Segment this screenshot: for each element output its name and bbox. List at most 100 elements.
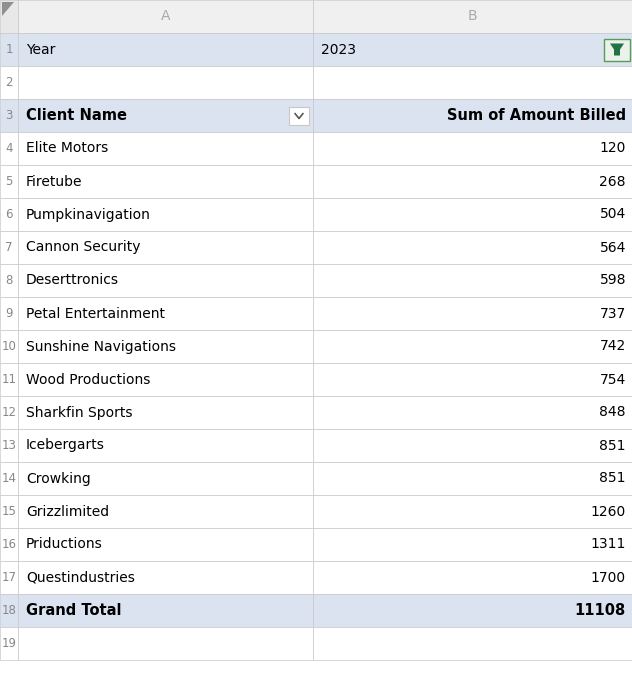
Bar xyxy=(0,99,18,132)
Bar xyxy=(18,33,313,66)
Bar xyxy=(313,396,632,429)
Text: 1: 1 xyxy=(5,43,13,56)
Bar xyxy=(0,363,18,396)
Bar xyxy=(313,231,632,264)
Text: 15: 15 xyxy=(1,505,16,518)
Text: Elite Motors: Elite Motors xyxy=(26,141,108,155)
Bar xyxy=(0,33,18,66)
Bar xyxy=(313,165,632,198)
Text: 8: 8 xyxy=(5,274,13,287)
Bar xyxy=(0,528,18,561)
Bar xyxy=(18,495,313,528)
Bar xyxy=(313,561,632,594)
Text: 1311: 1311 xyxy=(591,537,626,552)
Bar xyxy=(0,264,18,297)
Text: Icebergarts: Icebergarts xyxy=(26,439,105,452)
Bar xyxy=(18,330,313,363)
Text: Grizzlimited: Grizzlimited xyxy=(26,504,109,518)
Bar xyxy=(604,39,630,60)
Text: A: A xyxy=(161,9,170,24)
Text: 848: 848 xyxy=(600,406,626,420)
Bar xyxy=(0,627,18,660)
Text: 564: 564 xyxy=(600,241,626,254)
Text: 598: 598 xyxy=(600,274,626,287)
Text: Questindustries: Questindustries xyxy=(26,571,135,585)
Bar xyxy=(0,330,18,363)
Bar xyxy=(18,66,313,99)
Bar xyxy=(18,0,313,33)
Text: 120: 120 xyxy=(600,141,626,155)
Bar xyxy=(0,297,18,330)
Bar xyxy=(18,528,313,561)
Bar xyxy=(0,132,18,165)
Bar xyxy=(0,429,18,462)
Text: 4: 4 xyxy=(5,142,13,155)
Text: Deserttronics: Deserttronics xyxy=(26,274,119,287)
Bar xyxy=(313,594,632,627)
Bar xyxy=(0,462,18,495)
Bar xyxy=(313,330,632,363)
Bar xyxy=(18,462,313,495)
Text: 16: 16 xyxy=(1,538,16,551)
Text: 13: 13 xyxy=(1,439,16,452)
Bar xyxy=(313,429,632,462)
Text: 754: 754 xyxy=(600,372,626,387)
Text: 9: 9 xyxy=(5,307,13,320)
Text: 6: 6 xyxy=(5,208,13,221)
Bar xyxy=(18,429,313,462)
Bar xyxy=(0,495,18,528)
Text: 11108: 11108 xyxy=(574,603,626,618)
Text: 19: 19 xyxy=(1,637,16,650)
Bar xyxy=(313,99,632,132)
Bar xyxy=(18,264,313,297)
Bar xyxy=(313,264,632,297)
Text: 11: 11 xyxy=(1,373,16,386)
Bar xyxy=(313,627,632,660)
Bar xyxy=(313,33,632,66)
Text: Grand Total: Grand Total xyxy=(26,603,121,618)
Bar xyxy=(18,396,313,429)
Text: Sharkfin Sports: Sharkfin Sports xyxy=(26,406,133,420)
Bar xyxy=(0,0,18,33)
Bar xyxy=(18,165,313,198)
Bar xyxy=(0,66,18,99)
Text: Pumpkinavigation: Pumpkinavigation xyxy=(26,208,151,222)
Bar xyxy=(313,0,632,33)
Bar xyxy=(18,594,313,627)
Text: 737: 737 xyxy=(600,306,626,320)
Text: Crowking: Crowking xyxy=(26,471,91,485)
Text: 504: 504 xyxy=(600,208,626,222)
Bar xyxy=(313,297,632,330)
Text: 2023: 2023 xyxy=(321,43,356,57)
Text: 1260: 1260 xyxy=(591,504,626,518)
Text: Sunshine Navigations: Sunshine Navigations xyxy=(26,339,176,354)
Polygon shape xyxy=(610,43,624,55)
Bar xyxy=(313,363,632,396)
Bar xyxy=(18,561,313,594)
Bar xyxy=(18,297,313,330)
Bar xyxy=(0,198,18,231)
Bar xyxy=(18,231,313,264)
Text: 14: 14 xyxy=(1,472,16,485)
Text: 268: 268 xyxy=(600,174,626,189)
Bar xyxy=(18,363,313,396)
Bar xyxy=(0,165,18,198)
Text: Year: Year xyxy=(26,43,56,57)
Text: Client Name: Client Name xyxy=(26,108,127,123)
Text: Firetube: Firetube xyxy=(26,174,83,189)
Text: 5: 5 xyxy=(5,175,13,188)
Bar xyxy=(0,231,18,264)
Text: B: B xyxy=(468,9,477,24)
Bar xyxy=(18,132,313,165)
Text: 17: 17 xyxy=(1,571,16,584)
Text: 3: 3 xyxy=(5,109,13,122)
Text: 10: 10 xyxy=(1,340,16,353)
Bar xyxy=(313,495,632,528)
Text: Petal Entertainment: Petal Entertainment xyxy=(26,306,165,320)
Text: 851: 851 xyxy=(600,439,626,452)
Bar xyxy=(0,561,18,594)
Text: 1700: 1700 xyxy=(591,571,626,585)
Bar xyxy=(313,462,632,495)
Text: Priductions: Priductions xyxy=(26,537,103,552)
Bar xyxy=(0,594,18,627)
